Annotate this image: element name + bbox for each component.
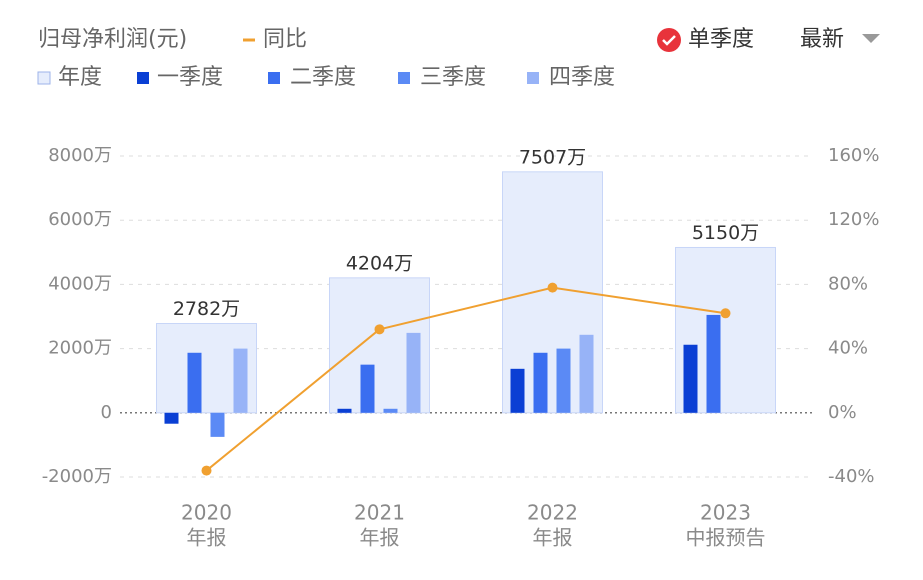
quarter-bar xyxy=(383,408,398,413)
y2-tick-label: -40% xyxy=(828,466,875,487)
x-tick-label: 2021 xyxy=(354,501,405,525)
toggle-label[interactable]: 单季度 xyxy=(688,27,754,52)
x-tick-label: 2022 xyxy=(527,501,578,525)
legend-label: 二季度 xyxy=(290,65,356,90)
legend-swatch xyxy=(137,72,149,84)
y-tick-label: 2000万 xyxy=(48,338,112,359)
quarter-bar xyxy=(579,334,594,413)
yoy-line xyxy=(205,286,726,472)
quarter-bar xyxy=(683,344,698,413)
quarter-bar xyxy=(556,348,571,413)
legend-swatch xyxy=(398,72,410,84)
x-tick-sublabel: 年报 xyxy=(187,526,227,550)
value-label: 5150万 xyxy=(692,222,759,244)
y-tick-label: 4000万 xyxy=(48,273,112,294)
y2-tick-label: 160% xyxy=(828,145,879,166)
yoy-point xyxy=(374,324,385,335)
y-tick-label: 0 xyxy=(101,402,112,423)
legend-label: 四季度 xyxy=(549,65,615,90)
sort-label[interactable]: 最新 xyxy=(800,27,844,52)
dropdown-arrow[interactable] xyxy=(862,34,880,43)
x-tick-sublabel: 中报预告 xyxy=(686,526,766,550)
quarter-bar xyxy=(233,348,248,413)
y-tick-label: 6000万 xyxy=(48,209,112,230)
legend-swatch xyxy=(527,72,539,84)
quarter-bar xyxy=(406,332,421,413)
toggle-icon[interactable] xyxy=(657,28,681,52)
x-tick-label: 2020 xyxy=(181,501,232,525)
quarter-bar xyxy=(210,412,225,437)
value-label: 7507万 xyxy=(519,146,586,168)
x-tick-sublabel: 年报 xyxy=(533,526,573,550)
value-label: 2782万 xyxy=(173,298,240,320)
y2-tick-label: 120% xyxy=(828,209,879,230)
y2-tick-label: 80% xyxy=(828,273,868,294)
check xyxy=(662,35,676,46)
chart-title: 归母净利润(元) xyxy=(38,27,187,52)
legend-swatch xyxy=(268,72,280,84)
x-tick-label: 2023 xyxy=(700,501,751,525)
legend-label: 同比 xyxy=(263,27,307,52)
yoy-point xyxy=(720,308,731,319)
quarter-bar xyxy=(510,368,525,413)
quarter-bar xyxy=(164,412,179,424)
yoy-point xyxy=(201,465,212,476)
value-label: 4204万 xyxy=(346,252,413,274)
quarter-bar xyxy=(337,408,352,413)
quarter-bar xyxy=(360,364,375,413)
quarter-bar xyxy=(706,314,721,413)
legend-label: 三季度 xyxy=(420,65,486,90)
yoy-point xyxy=(547,282,558,293)
y-tick-label: -2000万 xyxy=(42,466,112,487)
legend-swatch xyxy=(37,71,51,85)
legend-label: 一季度 xyxy=(157,65,223,90)
y-tick-label: 8000万 xyxy=(48,145,112,166)
legend-label: 年度 xyxy=(58,65,102,90)
y2-tick-label: 40% xyxy=(828,338,868,359)
x-tick-sublabel: 年报 xyxy=(360,526,400,550)
y2-tick-label: 0% xyxy=(828,402,857,423)
quarter-bar xyxy=(533,352,548,413)
quarter-bar xyxy=(187,352,202,413)
